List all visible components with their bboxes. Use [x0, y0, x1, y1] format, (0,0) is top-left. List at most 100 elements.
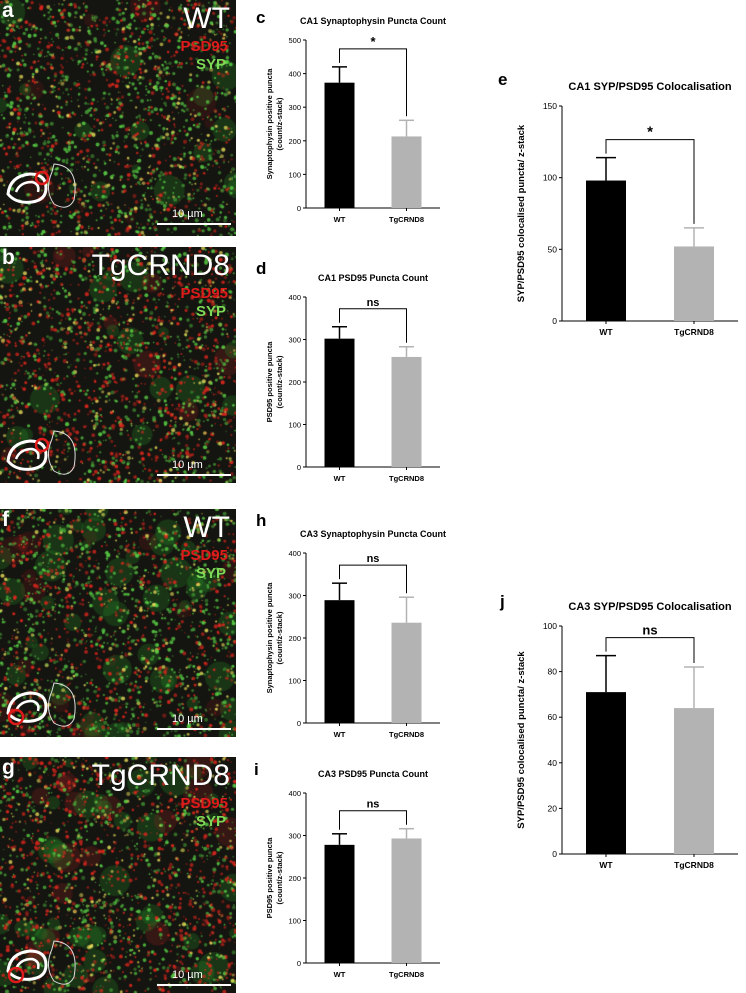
panel-letter-g: g: [2, 757, 15, 779]
chart-title: CA3 SYP/PSD95 Colocalisation: [568, 601, 731, 613]
y-tick-label: 100: [288, 917, 301, 926]
y-tick-label: 400: [288, 70, 301, 79]
panel-letter-d: d: [256, 259, 267, 278]
group-label-wt: WT: [183, 511, 230, 544]
scale-bar-label: 10 µm: [172, 713, 203, 725]
y-tick-label: 300: [288, 592, 301, 601]
x-tick-label: WT: [599, 860, 613, 870]
x-tick-label: TgCRND8: [389, 215, 424, 224]
y-tick-label: 300: [288, 832, 301, 841]
micrograph-b: b TgCRND8 PSD95 SYP 10 µm: [0, 247, 236, 483]
panel-letter-i: i: [254, 760, 259, 779]
scale-bar: [157, 223, 231, 225]
y-tick-label: 0: [297, 959, 301, 968]
chart-i-svg: CA3 PSD95 Puncta Count 0 100 200 300 400 PSD95…: [265, 769, 440, 979]
y-tick-label: 400: [288, 549, 301, 558]
y-tick-label: 40: [548, 758, 558, 768]
panel-letter-f: f: [2, 509, 9, 531]
significance-bracket: [339, 810, 407, 830]
y-tick-label: 50: [548, 244, 558, 254]
y-tick-label: 200: [288, 874, 301, 883]
group-label-tgcrnd8: TgCRND8: [91, 249, 230, 282]
chart-e-svg: CA1 SYP/PSD95 Colocalisation 0 50 100 150 SYP…: [516, 81, 738, 337]
chart-title: CA3 PSD95 Puncta Count: [318, 769, 428, 779]
scale-bar: [157, 728, 231, 730]
y-tick-label: 100: [288, 677, 301, 686]
y-tick-label: 200: [288, 137, 301, 146]
y-tick-label: 0: [297, 719, 301, 728]
y-axis-label: (count/z-stack): [275, 355, 284, 408]
panel-letter-b: b: [2, 247, 15, 269]
x-tick-label: TgCRND8: [389, 730, 424, 739]
psd95-channel-label: PSD95: [180, 285, 228, 302]
chart-h: h CA3 Synaptophysin Puncta Count 0 100 200 3…: [244, 509, 464, 739]
significance-label: ns: [367, 297, 380, 309]
y-tick-label: 150: [543, 101, 557, 111]
y-axis-label: PSD95 positive puncta: [265, 341, 274, 423]
bar-tgcrnd8: [391, 622, 422, 723]
scale-bar: [157, 474, 231, 476]
bar-tgcrnd8: [674, 246, 714, 321]
y-tick-label: 100: [288, 421, 301, 430]
psd95-channel-label: PSD95: [180, 547, 228, 564]
significance-bracket: [605, 139, 695, 224]
group-label-wt: WT: [183, 2, 230, 35]
micrograph-a-image: [0, 0, 236, 236]
chart-d-svg: CA1 PSD95 Puncta Count 0 100 200 300 400 PSD95…: [265, 273, 440, 483]
y-tick-label: 0: [552, 316, 557, 326]
hippocampus-schematic-icon: [6, 430, 76, 475]
y-tick-label: 60: [548, 712, 558, 722]
y-tick-label: 0: [552, 849, 557, 859]
chart-d: d CA1 PSD95 Puncta Count 0 100 200 300 400 PSD…: [244, 257, 464, 487]
syp-channel-label: SYP: [195, 565, 226, 582]
scale-bar-label: 10 µm: [172, 208, 203, 220]
y-tick-label: 20: [548, 803, 558, 813]
y-axis-label: (count/z-stack): [275, 97, 284, 150]
y-tick-label: 0: [297, 463, 301, 472]
y-tick-label: 300: [288, 103, 301, 112]
y-tick-label: 500: [288, 36, 301, 45]
syp-channel-label: SYP: [195, 303, 226, 320]
chart-title: CA1 PSD95 Puncta Count: [318, 273, 428, 283]
bar-tgcrnd8: [391, 838, 422, 963]
y-axis-label: (count/z-stack): [275, 611, 284, 664]
scale-bar: [157, 984, 231, 986]
psd95-channel-label: PSD95: [180, 38, 228, 55]
y-tick-label: 400: [288, 789, 301, 798]
chart-title: CA1 Synaptophysin Puncta Count: [300, 16, 446, 26]
bar-tgcrnd8: [391, 136, 422, 208]
micrograph-f-image: [0, 509, 236, 737]
syp-channel-label: SYP: [195, 56, 226, 73]
scale-bar-label: 10 µm: [172, 969, 203, 981]
bar-wt: [324, 338, 355, 467]
panel-letter-e: e: [498, 70, 508, 89]
x-tick-label: TgCRND8: [674, 327, 714, 337]
y-axis-label: Synaptophysin positive puncta: [265, 582, 274, 694]
panel-letter-h: h: [256, 511, 267, 530]
panel-letter-c: c: [256, 8, 266, 27]
x-tick-label: TgCRND8: [389, 474, 424, 483]
y-tick-label: 400: [288, 293, 301, 302]
bar-tgcrnd8: [391, 356, 422, 467]
chart-j: j CA3 SYP/PSD95 Colocalisation 0 20 40 60 80 1…: [486, 592, 744, 882]
bar-wt: [324, 82, 355, 208]
bar-wt: [586, 180, 626, 321]
chart-c-svg: CA1 Synaptophysin Puncta Count 0 100 200 300…: [265, 16, 446, 224]
chart-title: CA3 Synaptophysin Puncta Count: [300, 529, 446, 539]
panel-letter-a: a: [2, 0, 14, 22]
y-axis-label: SYP/PSD95 colocalised puncta/ z-stack: [516, 124, 527, 302]
significance-bracket: [605, 637, 695, 664]
significance-bracket: [339, 564, 407, 594]
chart-j-svg: CA3 SYP/PSD95 Colocalisation 0 20 40 60 80 100…: [516, 601, 738, 870]
y-axis-label: PSD95 positive puncta: [265, 837, 274, 919]
y-tick-label: 300: [288, 336, 301, 345]
psd95-channel-label: PSD95: [180, 795, 228, 812]
x-tick-label: WT: [334, 474, 346, 483]
bar-tgcrnd8: [674, 708, 714, 854]
x-tick-label: WT: [334, 970, 346, 979]
chart-e: e CA1 SYP/PSD95 Colocalisation 0 50 100 150 S…: [486, 66, 744, 356]
bar-wt: [586, 692, 626, 854]
y-tick-label: 200: [288, 634, 301, 643]
significance-label: *: [370, 34, 376, 49]
micrograph-g: g TgCRND8 PSD95 SYP 10 µm: [0, 757, 236, 993]
